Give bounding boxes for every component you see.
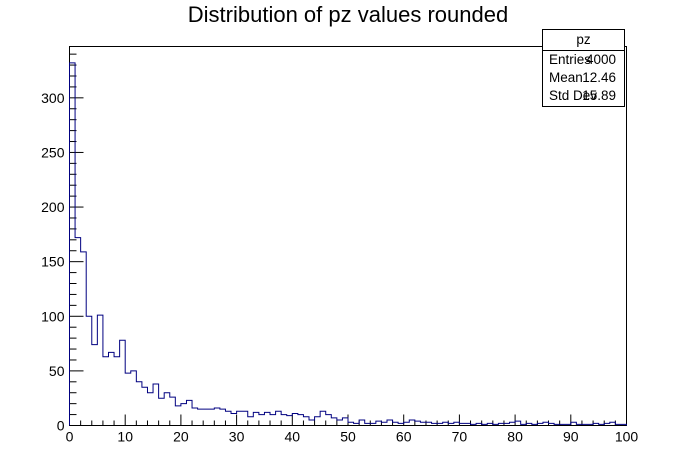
stats-label: Entries: [549, 52, 592, 67]
stats-row-entries: Entries 4000: [543, 51, 624, 69]
stats-label: Std Dev: [549, 88, 598, 103]
x-tick-label: 30: [229, 429, 245, 445]
x-tick-label: 10: [117, 429, 133, 445]
x-tick-label: 50: [340, 429, 356, 445]
stats-box: pz Entries 4000 Mean 12.46 Std Dev 15.89: [542, 29, 625, 107]
stats-label: Mean: [549, 70, 583, 85]
chart-title: Distribution of pz values rounded: [187, 2, 509, 27]
x-tick-label: 60: [396, 429, 412, 445]
stats-value: 15.89: [582, 88, 616, 103]
y-tick-label: 100: [41, 308, 65, 324]
histogram-series: [69, 62, 627, 426]
x-tick-label: 70: [452, 429, 468, 445]
stats-box-title: pz: [543, 30, 624, 51]
y-tick-label: 150: [41, 254, 65, 270]
y-axis: 0 50 100 150 200 250 300: [41, 53, 84, 434]
y-tick-label: 250: [41, 144, 65, 160]
stats-value: 12.46: [582, 70, 616, 85]
x-axis: 0 10 20 30 40 50 60 70 80 90 100: [66, 414, 639, 445]
y-tick-label: 200: [41, 199, 65, 215]
y-tick-label: 0: [57, 418, 65, 434]
x-tick-label: 20: [173, 429, 189, 445]
x-tick-label: 100: [615, 429, 639, 445]
y-tick-label: 300: [41, 90, 65, 106]
stats-row-mean: Mean 12.46: [543, 69, 624, 87]
x-tick-label: 0: [66, 429, 74, 445]
x-tick-label: 40: [285, 429, 301, 445]
x-tick-label: 80: [507, 429, 523, 445]
y-tick-label: 50: [49, 363, 65, 379]
stats-value: 4000: [585, 52, 616, 67]
x-tick-label: 90: [563, 429, 579, 445]
stats-row-stddev: Std Dev 15.89: [543, 87, 624, 105]
